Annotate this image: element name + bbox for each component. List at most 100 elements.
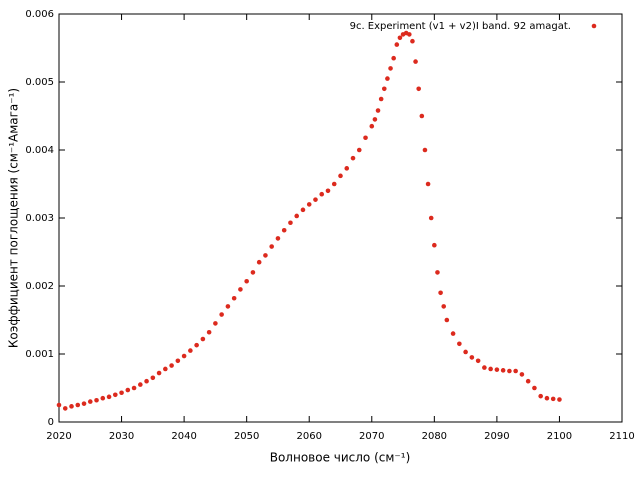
x-tick-label: 2080 <box>422 431 447 442</box>
data-point <box>100 395 106 401</box>
data-point <box>94 397 99 403</box>
x-tick-label: 2090 <box>484 431 509 442</box>
data-point <box>550 396 556 402</box>
legend-label: 9c. Experiment (v1 + v2)I band. 92 amaga… <box>350 21 571 32</box>
data-point <box>338 173 343 179</box>
legend-marker <box>591 23 597 29</box>
data-point <box>231 295 237 301</box>
data-point <box>432 242 437 248</box>
data-point <box>238 287 243 292</box>
x-tick-label: 2100 <box>547 431 572 442</box>
data-point <box>75 402 81 408</box>
data-point <box>475 358 481 364</box>
data-point <box>525 378 531 384</box>
data-point <box>482 365 487 370</box>
data-point <box>425 181 431 187</box>
data-point <box>444 317 450 323</box>
data-point <box>557 397 562 402</box>
y-tick-label: 0.006 <box>25 9 54 20</box>
data-point <box>507 368 512 374</box>
data-point <box>372 117 378 122</box>
data-point <box>275 236 281 241</box>
data-point <box>488 366 493 372</box>
data-point <box>356 147 362 153</box>
data-point <box>344 166 350 171</box>
data-point <box>319 191 325 197</box>
data-point <box>363 135 368 141</box>
data-point <box>62 406 68 411</box>
data-point <box>469 355 475 360</box>
data-point <box>206 329 212 335</box>
data-point <box>313 197 318 202</box>
data-point <box>150 375 156 381</box>
data-point <box>463 349 468 355</box>
y-tick-label: 0.001 <box>25 349 54 360</box>
data-point <box>163 366 168 372</box>
data-point <box>294 213 300 219</box>
x-tick-label: 2040 <box>171 431 196 442</box>
data-point <box>457 341 462 347</box>
data-point <box>225 304 231 309</box>
data-point <box>250 270 256 275</box>
data-point <box>138 382 143 387</box>
data-point <box>87 399 93 404</box>
data-point <box>422 147 428 153</box>
data-point <box>413 59 418 64</box>
data-point <box>169 363 174 368</box>
data-point <box>188 348 193 353</box>
data-point <box>394 42 400 47</box>
data-point <box>538 393 543 399</box>
x-tick-label: 2070 <box>359 431 384 442</box>
data-point <box>156 370 162 376</box>
x-tick-label: 2060 <box>296 431 321 442</box>
data-point <box>194 342 199 348</box>
data-point <box>213 321 218 326</box>
data-point <box>397 35 403 41</box>
data-point <box>244 278 249 284</box>
data-point <box>69 404 74 409</box>
y-tick-label: 0 <box>48 417 54 428</box>
x-axis-label: Волновое число (см⁻¹) <box>270 451 411 465</box>
data-point <box>438 290 443 296</box>
data-point <box>407 32 412 37</box>
y-tick-label: 0.004 <box>25 145 54 156</box>
data-point <box>106 394 112 400</box>
data-point <box>263 253 268 258</box>
data-point <box>256 259 262 265</box>
plot-frame <box>58 13 623 423</box>
x-tick-label: 2110 <box>609 431 634 442</box>
data-point <box>175 358 181 364</box>
data-point <box>450 331 456 336</box>
data-point <box>306 202 312 207</box>
data-point <box>435 270 440 275</box>
data-point <box>325 188 331 194</box>
data-point <box>544 395 550 401</box>
data-point <box>81 401 87 406</box>
data-point <box>416 86 421 92</box>
y-tick-label: 0.002 <box>25 281 54 292</box>
data-point <box>388 66 393 71</box>
data-point <box>500 368 506 373</box>
data-point <box>131 385 137 391</box>
data-point <box>144 378 149 384</box>
data-point <box>350 155 356 161</box>
y-tick-label: 0.005 <box>25 77 54 88</box>
y-tick-label: 0.003 <box>25 213 54 224</box>
data-point <box>288 220 293 226</box>
data-point <box>331 181 337 187</box>
data-point <box>381 86 387 92</box>
data-point <box>513 368 518 374</box>
data-point <box>56 402 62 408</box>
data-point <box>269 244 274 249</box>
data-point <box>375 108 381 113</box>
data-point <box>519 372 525 377</box>
data-point <box>300 207 306 213</box>
data-point <box>378 96 384 102</box>
data-point <box>385 76 390 81</box>
data-point <box>281 227 287 233</box>
data-point <box>441 304 447 309</box>
x-tick-label: 2020 <box>46 431 71 442</box>
data-point <box>369 123 375 129</box>
data-point <box>219 312 224 317</box>
